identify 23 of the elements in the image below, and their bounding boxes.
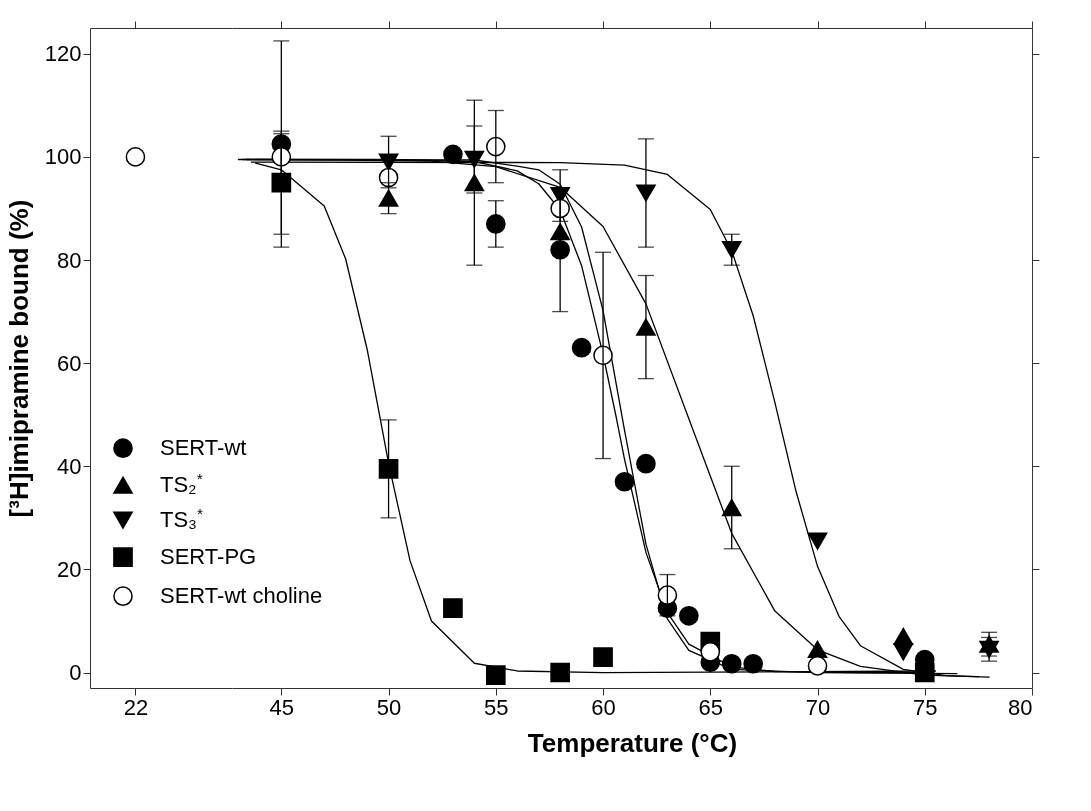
x-tick-label: 75 <box>913 694 938 720</box>
x-tick-label: 65 <box>698 694 724 720</box>
x-tick-label: 70 <box>805 694 831 720</box>
x-tick-label: 80 <box>1008 694 1033 720</box>
y-tick-label: 80 <box>57 247 82 273</box>
y-tick-label: 0 <box>69 660 82 686</box>
x-tick-label: 60 <box>591 694 616 720</box>
y-axis-title: [³H]imipramine bound (%) <box>3 199 34 518</box>
x-tick-label: 45 <box>269 694 295 720</box>
y-tick-label: 20 <box>57 556 82 582</box>
y-tick-label: 60 <box>57 350 82 376</box>
legend-label: SERT-wt <box>160 435 247 461</box>
y-tick-label: 40 <box>57 453 82 479</box>
y-tick-label: 120 <box>44 41 82 67</box>
x-axis-title: Temperature (°C) <box>527 727 738 758</box>
legend-label: SERT-PG <box>160 544 257 570</box>
legend-label: SERT-wt choline <box>160 583 323 609</box>
x-tick-label: 22 <box>123 694 149 720</box>
y-tick-label: 100 <box>44 144 82 170</box>
x-tick-label: 50 <box>376 694 402 720</box>
legend-label: TS₃$^{*}$ <box>160 504 204 533</box>
legend-label: TS₂$^{*}$ <box>160 469 203 498</box>
x-tick-label: 55 <box>484 694 509 720</box>
